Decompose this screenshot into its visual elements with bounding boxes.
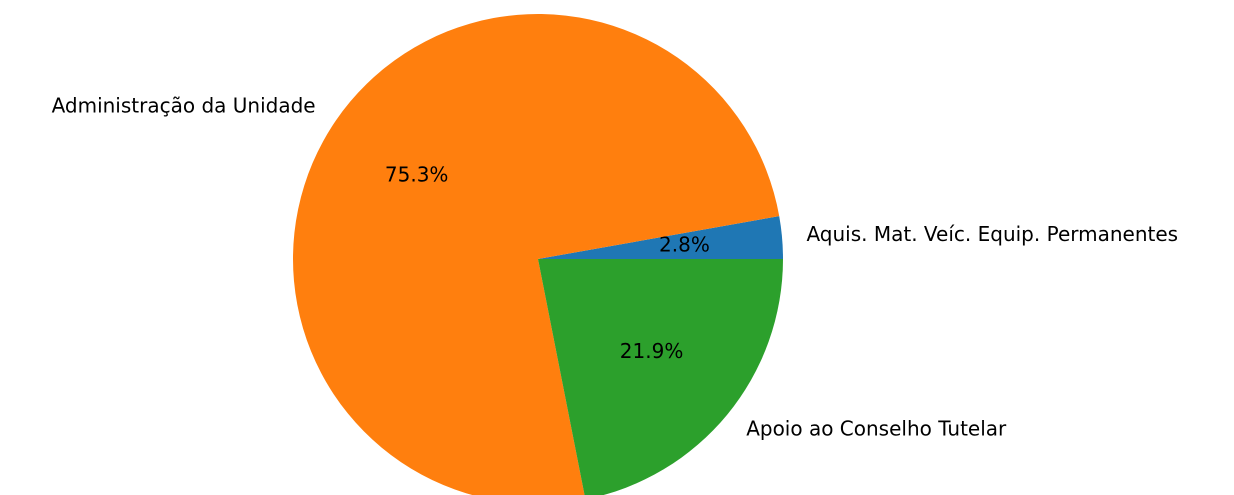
pct-label: 2.8% — [659, 233, 710, 257]
pie-slice — [538, 259, 783, 495]
slice-label: Administração da Unidade — [52, 93, 316, 117]
pct-label: 75.3% — [385, 162, 449, 186]
pie-slice — [538, 216, 783, 259]
pie-slice — [293, 14, 780, 495]
slice-label: Apoio ao Conselho Tutelar — [746, 417, 1007, 441]
pct-label: 21.9% — [620, 339, 684, 363]
slice-label: Aquis. Mat. Veíc. Equip. Permanentes — [806, 222, 1178, 246]
